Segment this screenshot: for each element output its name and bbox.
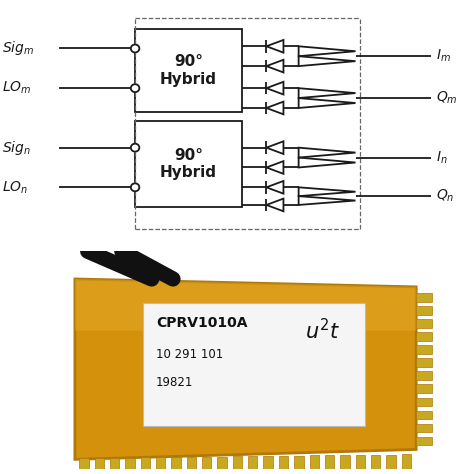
Text: $u^2t$: $u^2t$ bbox=[305, 318, 340, 343]
Bar bbox=[401, 455, 411, 469]
Bar bbox=[110, 458, 119, 473]
Bar bbox=[187, 457, 196, 472]
Text: $I_m$: $I_m$ bbox=[436, 48, 451, 64]
Bar bbox=[248, 456, 257, 471]
Text: $LO_n$: $LO_n$ bbox=[2, 179, 28, 195]
Bar bbox=[416, 384, 432, 393]
Text: $Sig_n$: $Sig_n$ bbox=[2, 139, 31, 156]
Bar bbox=[416, 293, 432, 301]
Bar bbox=[386, 455, 396, 470]
Bar bbox=[416, 424, 432, 432]
Bar bbox=[135, 28, 242, 112]
Bar bbox=[310, 456, 319, 471]
Bar bbox=[416, 332, 432, 341]
Bar bbox=[143, 303, 365, 426]
Bar bbox=[135, 121, 242, 207]
Text: 90°
Hybrid: 90° Hybrid bbox=[160, 148, 217, 181]
Bar bbox=[294, 456, 303, 471]
Circle shape bbox=[131, 183, 139, 191]
Bar bbox=[416, 319, 432, 328]
Bar bbox=[416, 410, 432, 419]
Bar bbox=[279, 456, 288, 471]
Text: $Q_n$: $Q_n$ bbox=[436, 188, 455, 204]
Bar bbox=[125, 457, 135, 473]
Circle shape bbox=[131, 144, 139, 152]
Bar bbox=[356, 455, 365, 470]
Bar bbox=[416, 437, 432, 446]
Text: $Sig_m$: $Sig_m$ bbox=[2, 39, 35, 57]
Text: 90°
Hybrid: 90° Hybrid bbox=[160, 55, 217, 87]
Bar bbox=[325, 455, 334, 470]
Bar bbox=[94, 458, 104, 473]
Bar bbox=[371, 455, 380, 470]
Polygon shape bbox=[75, 279, 416, 459]
Bar bbox=[416, 306, 432, 315]
Bar bbox=[218, 456, 227, 472]
Circle shape bbox=[131, 84, 139, 92]
Text: 10 291 101: 10 291 101 bbox=[156, 348, 223, 361]
Circle shape bbox=[131, 45, 139, 53]
Text: $I_n$: $I_n$ bbox=[436, 149, 447, 166]
Polygon shape bbox=[75, 279, 416, 330]
Text: $Q_m$: $Q_m$ bbox=[436, 90, 458, 106]
Text: CPRV1010A: CPRV1010A bbox=[156, 316, 247, 329]
Bar bbox=[416, 345, 432, 354]
Bar bbox=[79, 458, 89, 473]
Bar bbox=[202, 457, 211, 472]
Bar bbox=[171, 457, 181, 472]
Bar bbox=[156, 457, 165, 472]
Bar bbox=[264, 456, 273, 471]
Bar bbox=[416, 358, 432, 367]
Bar bbox=[141, 457, 150, 473]
Bar bbox=[416, 371, 432, 380]
Bar bbox=[416, 398, 432, 406]
Text: 19821: 19821 bbox=[156, 375, 193, 389]
Bar bbox=[340, 455, 350, 470]
Text: $LO_m$: $LO_m$ bbox=[2, 80, 32, 96]
Bar bbox=[233, 456, 242, 472]
